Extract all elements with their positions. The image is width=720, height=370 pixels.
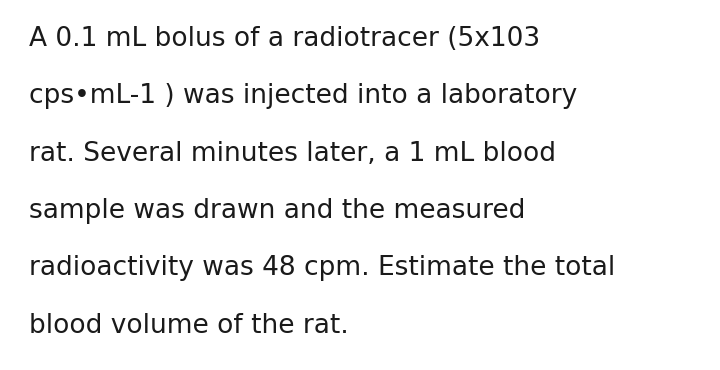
Text: cps•mL-1 ) was injected into a laboratory: cps•mL-1 ) was injected into a laborator… (29, 83, 577, 109)
Text: A 0.1 mL bolus of a radiotracer (5x103: A 0.1 mL bolus of a radiotracer (5x103 (29, 26, 540, 52)
Text: blood volume of the rat.: blood volume of the rat. (29, 313, 348, 339)
Text: rat. Several minutes later, a 1 mL blood: rat. Several minutes later, a 1 mL blood (29, 141, 556, 166)
Text: sample was drawn and the measured: sample was drawn and the measured (29, 198, 525, 224)
Text: radioactivity was 48 cpm. Estimate the total: radioactivity was 48 cpm. Estimate the t… (29, 255, 615, 281)
